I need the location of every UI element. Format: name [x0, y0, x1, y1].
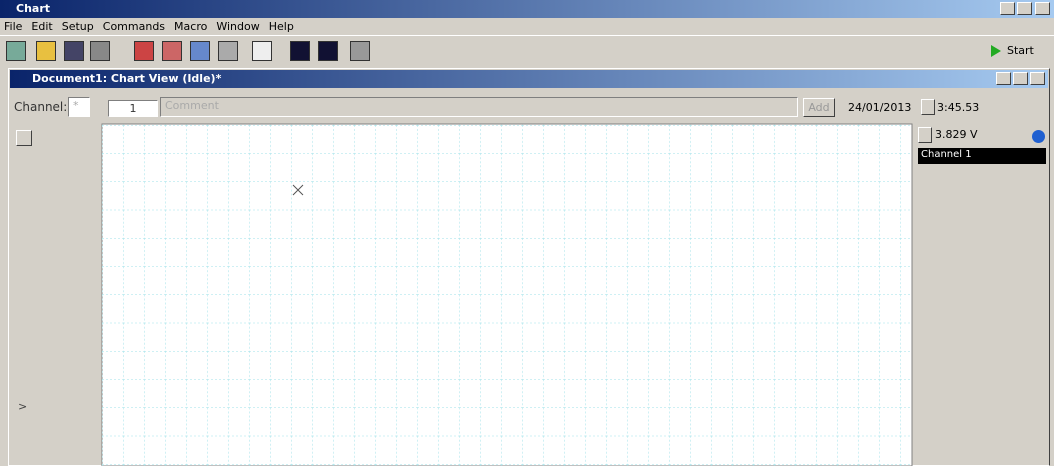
tool-icon[interactable] — [6, 41, 26, 61]
menu-item[interactable]: Commands — [102, 20, 166, 33]
time: 3:45.53 — [937, 101, 980, 114]
menu-item[interactable]: Setup — [61, 20, 94, 33]
channel-marker: > — [18, 400, 28, 413]
scale-dropdown[interactable] — [16, 130, 32, 146]
menu-item[interactable]: Macro — [174, 20, 208, 33]
menu-item[interactable]: Help — [268, 20, 294, 33]
tool-icon[interactable] — [134, 41, 154, 61]
info-icon[interactable] — [1032, 130, 1045, 143]
channel-selector[interactable]: * — [68, 97, 90, 117]
menu-item[interactable]: File — [4, 20, 23, 33]
time-dropdown[interactable] — [921, 99, 935, 115]
tool-icon[interactable] — [350, 41, 370, 61]
readout-dropdown[interactable] — [918, 127, 932, 143]
start-label: Start — [1007, 44, 1034, 57]
date: 24/01/2013 — [848, 101, 912, 114]
doc-minimize[interactable] — [996, 72, 1011, 85]
channel-label: Channel: — [14, 100, 68, 114]
tool-icon[interactable] — [64, 41, 84, 61]
menu-bar: File Edit Setup Commands Macro Window Help — [4, 20, 294, 34]
tool-icon[interactable] — [90, 41, 110, 61]
add-button[interactable]: Add — [803, 98, 835, 117]
tool-icon[interactable] — [190, 41, 210, 61]
tool-icon[interactable] — [252, 41, 272, 61]
menu-item[interactable]: Edit — [31, 20, 53, 33]
tool-icon[interactable] — [162, 41, 182, 61]
document-title: Document1: Chart View (Idle)* — [32, 72, 222, 85]
document-title-bar: Document1: Chart View (Idle)* — [10, 70, 1048, 88]
restore[interactable] — [1017, 2, 1032, 15]
tool-icon[interactable] — [36, 41, 56, 61]
readout: 3.829 V — [935, 128, 978, 141]
doc-restore[interactable] — [1013, 72, 1028, 85]
comment-field[interactable]: Comment — [160, 97, 798, 117]
doc-close[interactable] — [1030, 72, 1045, 85]
app-title: Chart — [16, 2, 51, 15]
play-icon: 024 — [991, 44, 1001, 57]
toolbar: 024 Start — [0, 35, 1054, 65]
title-bar: Chart — [0, 0, 1054, 18]
document-window — [8, 68, 1050, 466]
start-button[interactable]: 024 Start — [990, 44, 1034, 57]
menu-item[interactable]: Window — [216, 20, 260, 33]
tool-icon[interactable] — [290, 41, 310, 61]
tool-icon[interactable] — [318, 41, 338, 61]
close[interactable] — [1035, 2, 1050, 15]
channel-number[interactable]: 1 — [108, 100, 158, 117]
tool-icon[interactable] — [218, 41, 238, 61]
minimize[interactable] — [1000, 2, 1015, 15]
channel-name[interactable]: Channel 1 — [918, 148, 1046, 164]
